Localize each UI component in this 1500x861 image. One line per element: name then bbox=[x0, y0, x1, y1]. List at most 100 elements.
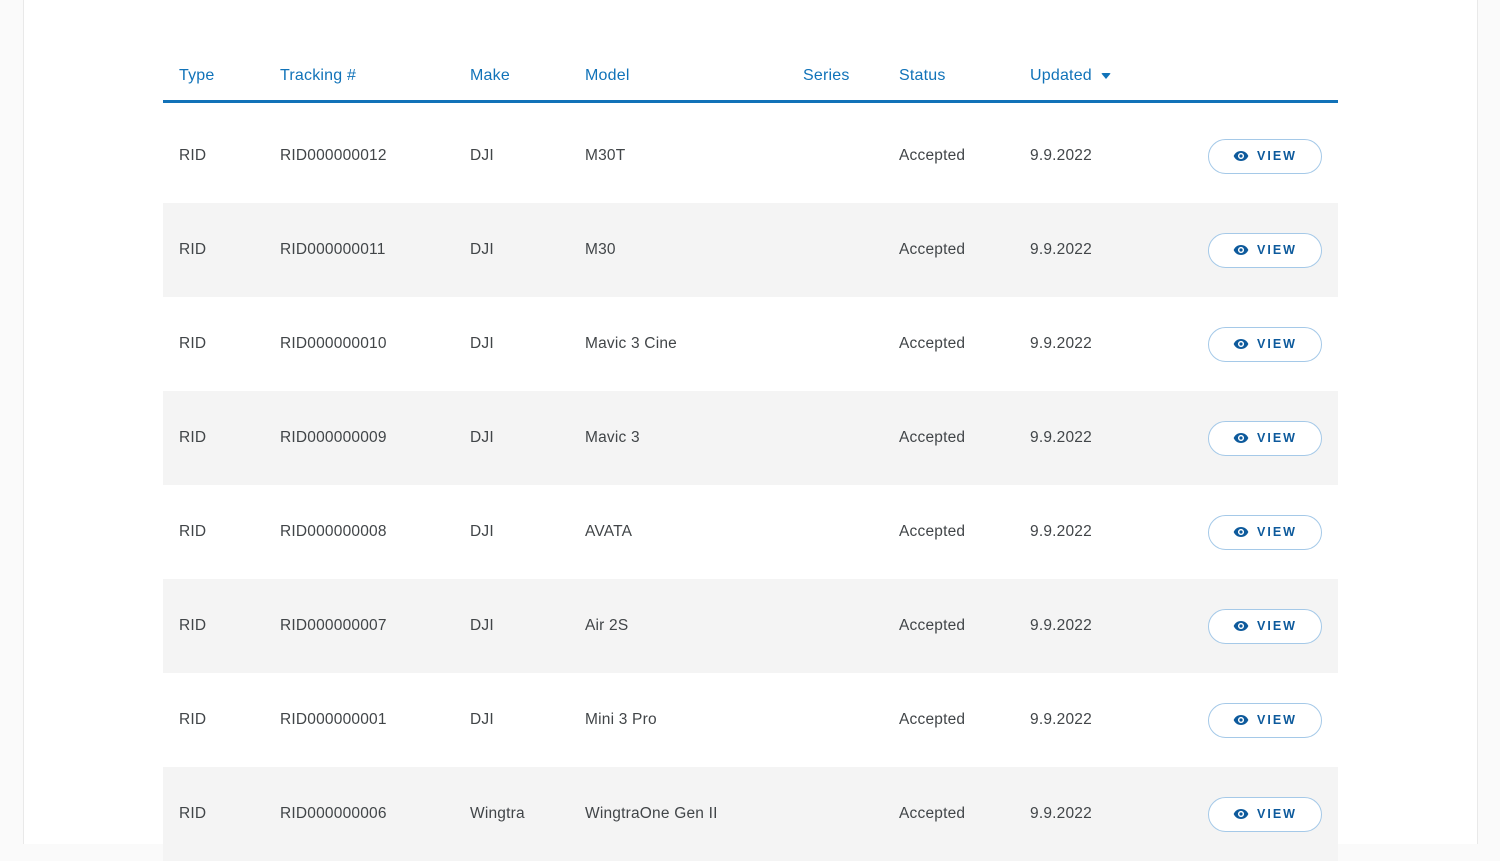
eye-icon bbox=[1233, 242, 1249, 258]
cell-make: DJI bbox=[454, 241, 569, 259]
cell-tracking: RID000000009 bbox=[264, 429, 454, 447]
view-button[interactable]: VIEW bbox=[1208, 797, 1322, 832]
cell-model: Mini 3 Pro bbox=[569, 711, 787, 729]
cell-tracking: RID000000008 bbox=[264, 523, 454, 541]
view-button[interactable]: VIEW bbox=[1208, 139, 1322, 174]
column-header-actions bbox=[1208, 66, 1338, 85]
table-body: RID RID000000012 DJI M30T Accepted 9.9.2… bbox=[163, 109, 1338, 861]
cell-status: Accepted bbox=[883, 241, 1014, 259]
view-button-label: VIEW bbox=[1257, 525, 1297, 539]
view-button[interactable]: VIEW bbox=[1208, 421, 1322, 456]
eye-icon bbox=[1233, 712, 1249, 728]
view-button-label: VIEW bbox=[1257, 243, 1297, 257]
cell-type: RID bbox=[163, 241, 264, 259]
cell-type: RID bbox=[163, 335, 264, 353]
column-header-series-label: Series bbox=[803, 66, 850, 85]
cell-updated: 9.9.2022 bbox=[1014, 241, 1208, 259]
eye-icon bbox=[1233, 148, 1249, 164]
eye-icon bbox=[1233, 806, 1249, 822]
cell-make: DJI bbox=[454, 523, 569, 541]
cell-type: RID bbox=[163, 147, 264, 165]
cell-status: Accepted bbox=[883, 617, 1014, 635]
cell-updated: 9.9.2022 bbox=[1014, 335, 1208, 353]
view-button-label: VIEW bbox=[1257, 619, 1297, 633]
cell-status: Accepted bbox=[883, 429, 1014, 447]
cell-tracking: RID000000001 bbox=[264, 711, 454, 729]
cell-tracking: RID000000012 bbox=[264, 147, 454, 165]
view-button[interactable]: VIEW bbox=[1208, 233, 1322, 268]
cell-model: WingtraOne Gen II bbox=[569, 805, 787, 823]
cell-model: Mavic 3 bbox=[569, 429, 787, 447]
cell-status: Accepted bbox=[883, 805, 1014, 823]
cell-updated: 9.9.2022 bbox=[1014, 805, 1208, 823]
devices-table: Type Tracking # Make Model Series Status… bbox=[163, 0, 1338, 861]
column-header-tracking-label: Tracking # bbox=[280, 66, 356, 85]
column-header-make-label: Make bbox=[470, 66, 510, 85]
column-header-tracking[interactable]: Tracking # bbox=[264, 66, 454, 85]
cell-make: DJI bbox=[454, 335, 569, 353]
cell-type: RID bbox=[163, 429, 264, 447]
table-row: RID RID000000009 DJI Mavic 3 Accepted 9.… bbox=[163, 391, 1338, 485]
view-button-label: VIEW bbox=[1257, 149, 1297, 163]
view-button-label: VIEW bbox=[1257, 431, 1297, 445]
cell-make: DJI bbox=[454, 147, 569, 165]
column-header-updated[interactable]: Updated bbox=[1014, 66, 1208, 85]
view-button-label: VIEW bbox=[1257, 337, 1297, 351]
cell-model: M30T bbox=[569, 147, 787, 165]
cell-updated: 9.9.2022 bbox=[1014, 147, 1208, 165]
cell-type: RID bbox=[163, 523, 264, 541]
column-header-series[interactable]: Series bbox=[787, 66, 883, 85]
view-button-label: VIEW bbox=[1257, 713, 1297, 727]
sort-desc-icon bbox=[1101, 73, 1111, 79]
eye-icon bbox=[1233, 430, 1249, 446]
column-header-type-label: Type bbox=[179, 66, 215, 85]
cell-status: Accepted bbox=[883, 711, 1014, 729]
cell-tracking: RID000000011 bbox=[264, 241, 454, 259]
cell-model: Air 2S bbox=[569, 617, 787, 635]
cell-type: RID bbox=[163, 617, 264, 635]
table-header-row: Type Tracking # Make Model Series Status… bbox=[163, 0, 1338, 103]
cell-model: AVATA bbox=[569, 523, 787, 541]
table-row: RID RID000000006 Wingtra WingtraOne Gen … bbox=[163, 767, 1338, 861]
view-button[interactable]: VIEW bbox=[1208, 609, 1322, 644]
column-header-model-label: Model bbox=[585, 66, 630, 85]
cell-make: DJI bbox=[454, 711, 569, 729]
column-header-status[interactable]: Status bbox=[883, 66, 1014, 85]
cell-type: RID bbox=[163, 805, 264, 823]
cell-type: RID bbox=[163, 711, 264, 729]
column-header-make[interactable]: Make bbox=[454, 66, 569, 85]
view-button-label: VIEW bbox=[1257, 807, 1297, 821]
cell-make: DJI bbox=[454, 617, 569, 635]
table-row: RID RID000000008 DJI AVATA Accepted 9.9.… bbox=[163, 485, 1338, 579]
device-list-card: Type Tracking # Make Model Series Status… bbox=[23, 0, 1478, 844]
column-header-type[interactable]: Type bbox=[163, 66, 264, 85]
column-header-updated-label: Updated bbox=[1030, 66, 1092, 85]
table-row: RID RID000000001 DJI Mini 3 Pro Accepted… bbox=[163, 673, 1338, 767]
cell-status: Accepted bbox=[883, 147, 1014, 165]
column-header-status-label: Status bbox=[899, 66, 946, 85]
eye-icon bbox=[1233, 336, 1249, 352]
table-row: RID RID000000010 DJI Mavic 3 Cine Accept… bbox=[163, 297, 1338, 391]
cell-updated: 9.9.2022 bbox=[1014, 711, 1208, 729]
cell-model: M30 bbox=[569, 241, 787, 259]
view-button[interactable]: VIEW bbox=[1208, 515, 1322, 550]
cell-tracking: RID000000007 bbox=[264, 617, 454, 635]
cell-tracking: RID000000006 bbox=[264, 805, 454, 823]
cell-updated: 9.9.2022 bbox=[1014, 429, 1208, 447]
cell-updated: 9.9.2022 bbox=[1014, 617, 1208, 635]
table-row: RID RID000000011 DJI M30 Accepted 9.9.20… bbox=[163, 203, 1338, 297]
eye-icon bbox=[1233, 524, 1249, 540]
cell-status: Accepted bbox=[883, 335, 1014, 353]
eye-icon bbox=[1233, 618, 1249, 634]
cell-status: Accepted bbox=[883, 523, 1014, 541]
cell-make: DJI bbox=[454, 429, 569, 447]
view-button[interactable]: VIEW bbox=[1208, 327, 1322, 362]
cell-tracking: RID000000010 bbox=[264, 335, 454, 353]
cell-model: Mavic 3 Cine bbox=[569, 335, 787, 353]
view-button[interactable]: VIEW bbox=[1208, 703, 1322, 738]
table-row: RID RID000000007 DJI Air 2S Accepted 9.9… bbox=[163, 579, 1338, 673]
cell-make: Wingtra bbox=[454, 805, 569, 823]
cell-updated: 9.9.2022 bbox=[1014, 523, 1208, 541]
table-row: RID RID000000012 DJI M30T Accepted 9.9.2… bbox=[163, 109, 1338, 203]
column-header-model[interactable]: Model bbox=[569, 66, 787, 85]
